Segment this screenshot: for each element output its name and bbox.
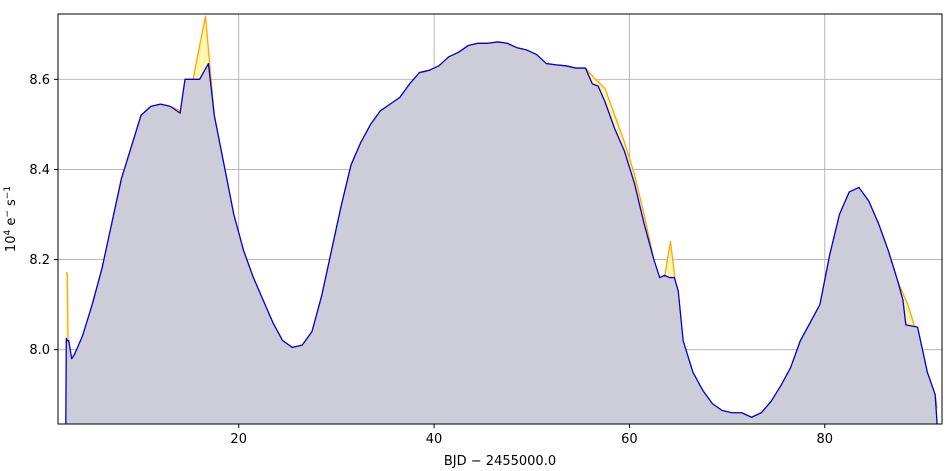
corrected-flux-line xyxy=(65,41,938,424)
y-tick-label-8.4: 8.4 xyxy=(29,163,50,178)
x-tick-label-80: 80 xyxy=(817,432,834,447)
y-axis-label-unit2: s xyxy=(4,199,19,210)
plot-frame xyxy=(57,13,943,425)
x-axis-label: BJD − 2455000.0 xyxy=(444,454,556,469)
x-tick-label-20: 20 xyxy=(230,432,247,447)
corrected-flux-area xyxy=(65,41,938,424)
y-axis-label: 104 e− s−1 xyxy=(3,186,19,252)
y-axis-label-unit-exponent: − xyxy=(3,210,13,218)
y-axis-label-unit2-exponent: −1 xyxy=(3,186,13,199)
y-axis-label-base-exponent: 4 xyxy=(3,230,13,236)
x-tick-label-40: 40 xyxy=(426,432,443,447)
y-axis-label-base: 10 xyxy=(4,236,19,253)
y-tick-label-8.0: 8.0 xyxy=(29,343,50,358)
x-tick-label-60: 60 xyxy=(621,432,638,447)
data-area xyxy=(65,15,938,424)
y-tick-label-8.6: 8.6 xyxy=(29,73,50,88)
y-tick-label-8.2: 8.2 xyxy=(29,253,50,268)
axis-ticks: 20 40 60 80 8.0 8.2 8.4 8.6 xyxy=(29,73,833,447)
y-axis-label-unit: e xyxy=(4,218,19,230)
